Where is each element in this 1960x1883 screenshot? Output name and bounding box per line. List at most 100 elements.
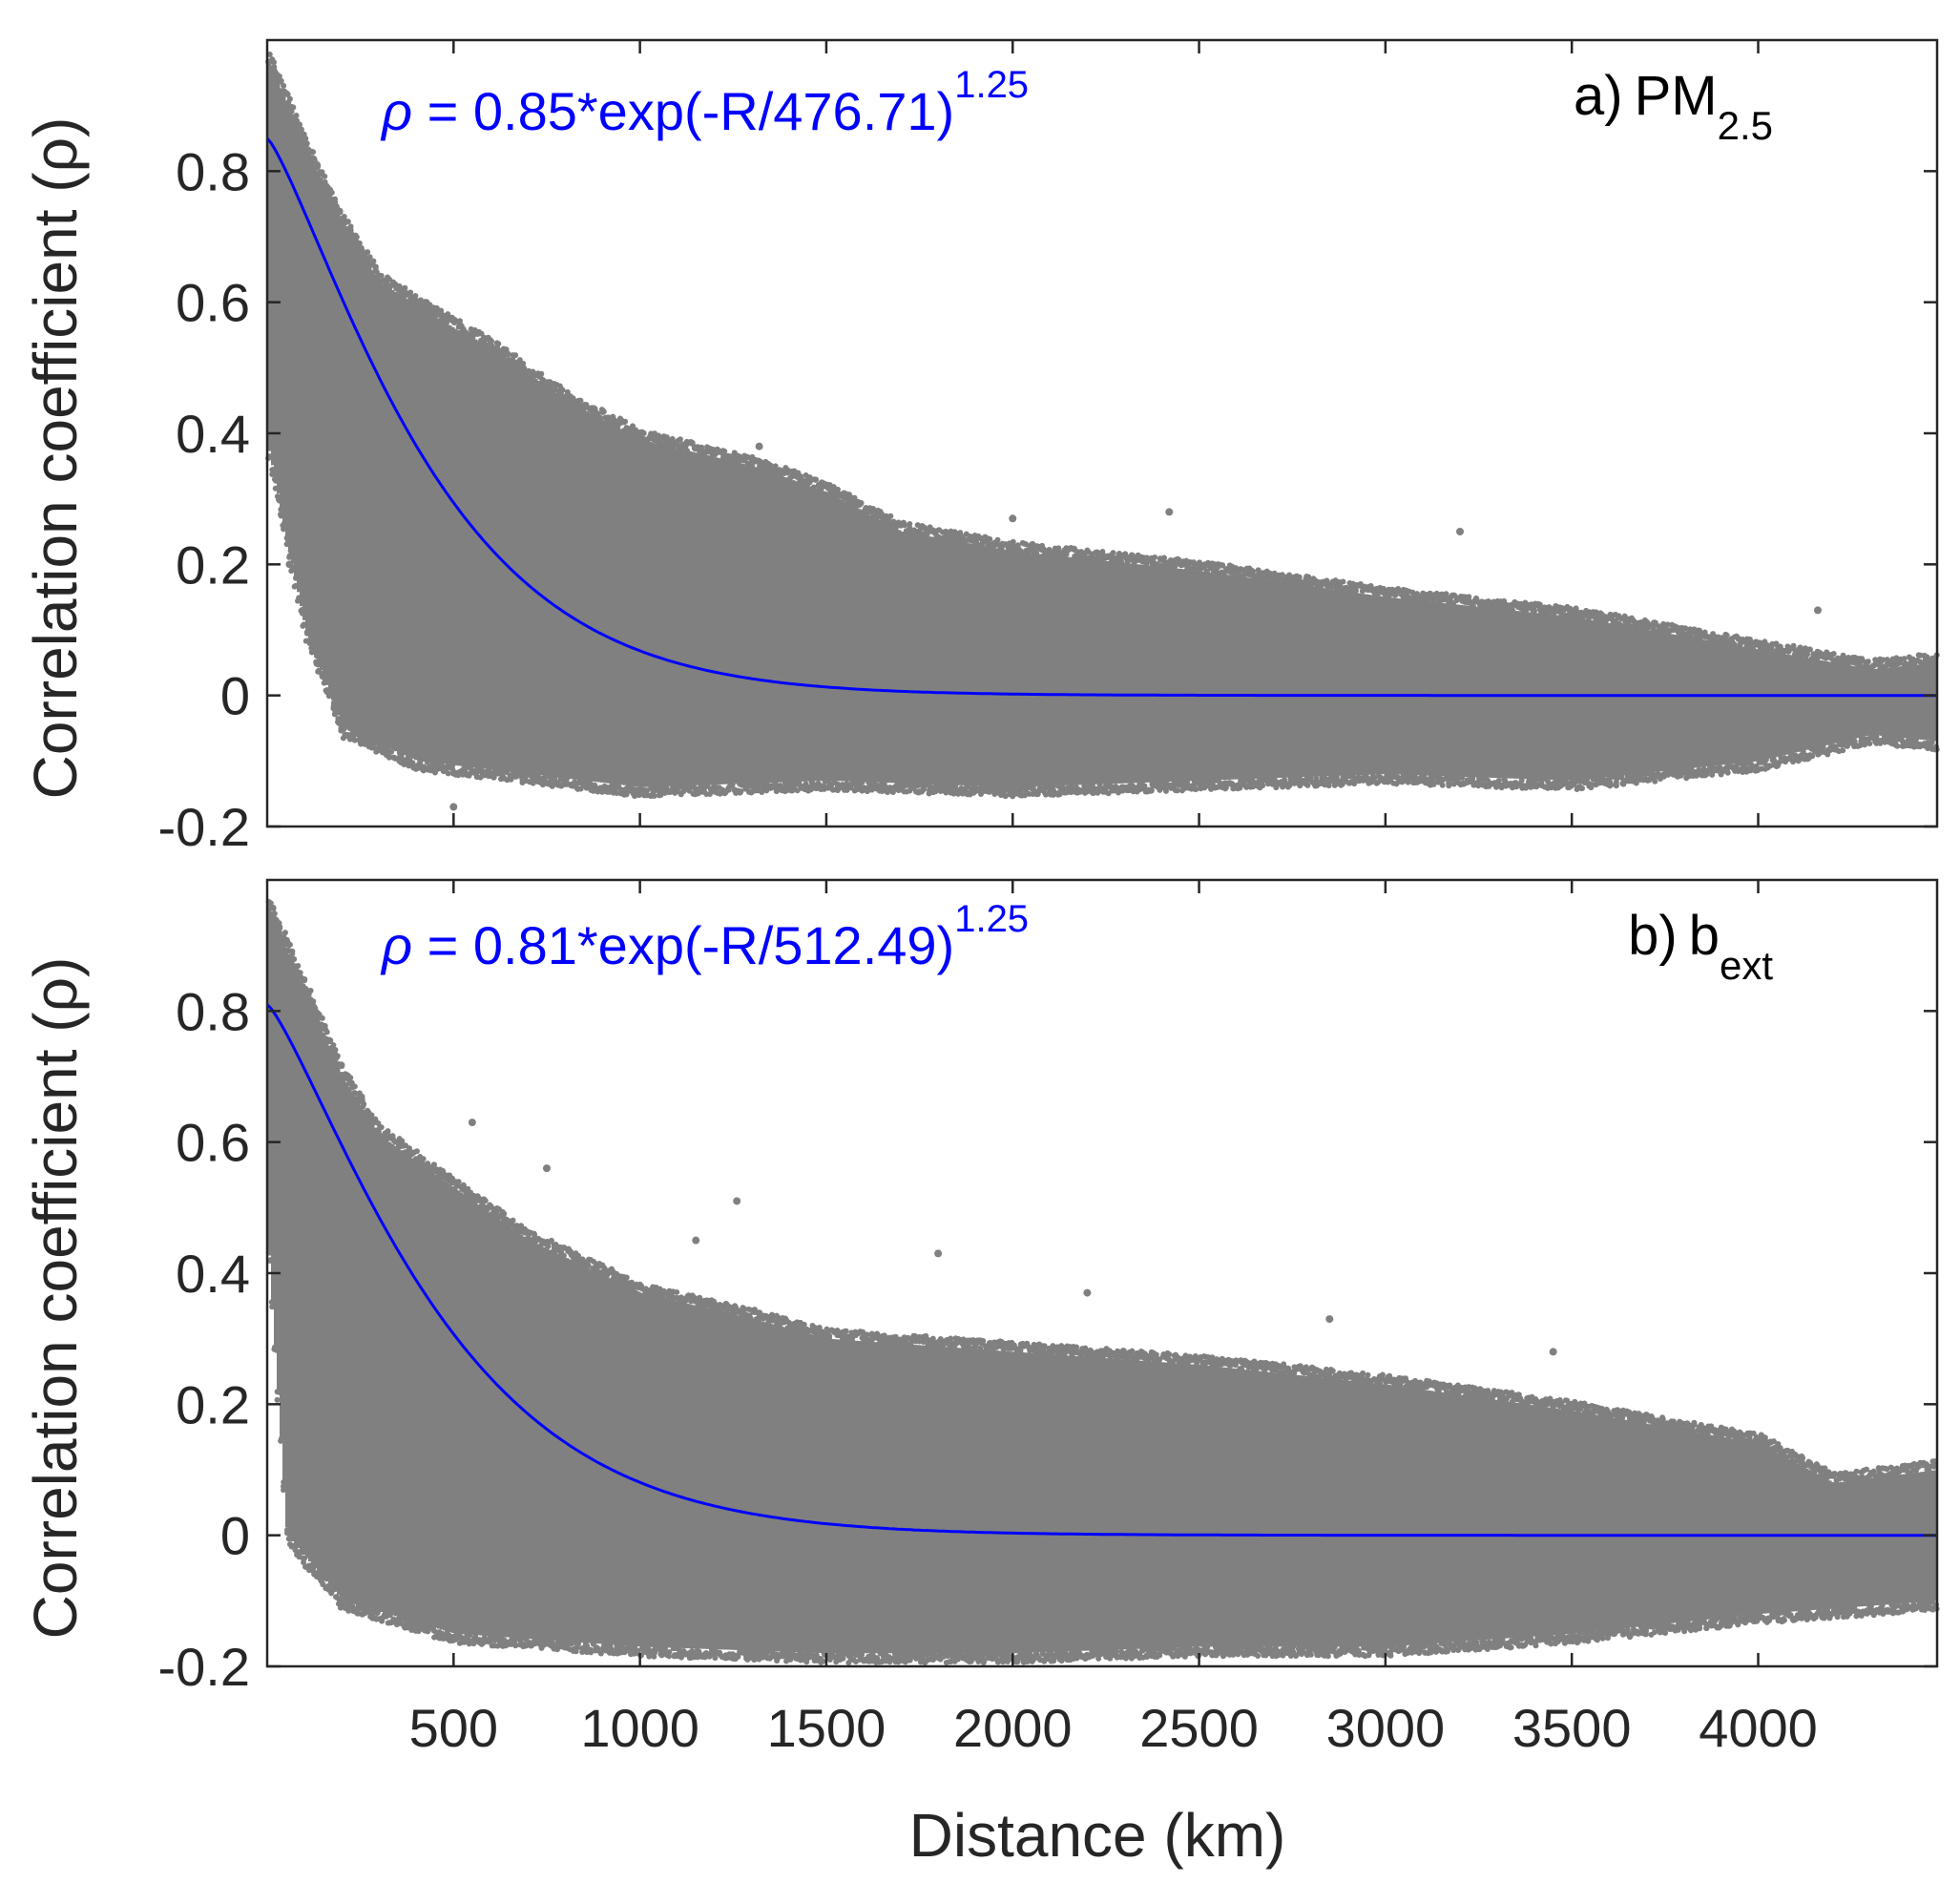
panel-a-scatter-point: [886, 785, 893, 791]
panel-a-scatter-column: [1705, 639, 1709, 767]
panel-b-scatter-column: [514, 1230, 518, 1639]
panel-a-scatter-column: [391, 289, 395, 750]
panel-b-scatter-column: [517, 1232, 521, 1639]
panel-a-scatter-column: [1236, 575, 1240, 780]
panel-b-scatter-column: [469, 1198, 472, 1635]
panel-a-scatter-point: [314, 163, 321, 170]
panel-a-scatter-column: [1224, 574, 1228, 781]
panel-b-scatter-column: [532, 1242, 535, 1640]
panel-a-scatter-column: [549, 388, 553, 777]
panel-a-scatter-point: [358, 244, 365, 251]
panel-a-scatter-point: [285, 99, 292, 106]
panel-a-scatter-column: [1482, 607, 1486, 778]
panel-a-scatter-column: [1748, 647, 1752, 763]
panel-a-scatter-column: [1259, 578, 1262, 779]
panel-a-scatter-column: [1181, 569, 1185, 782]
panel-a-scatter-column: [340, 219, 344, 723]
panel-a-scatter-point: [767, 462, 774, 469]
panel-b-scatter-column: [603, 1275, 607, 1644]
panel-a-scatter-point: [570, 395, 576, 402]
panel-a-scatter-column: [600, 418, 604, 783]
panel-a-scatter-column: [460, 331, 464, 766]
panel-a-scatter-point: [1152, 554, 1158, 560]
panel-a-scatter-column: [457, 330, 461, 766]
panel-b-scatter-column: [560, 1255, 564, 1642]
panel-a-scatter-column: [282, 94, 286, 522]
panel-a-scatter-column: [1173, 568, 1177, 782]
panel-a-scatter-column: [1430, 601, 1434, 776]
panel-a-scatter-column: [1428, 601, 1431, 776]
panel-a-scatter-column: [947, 539, 950, 785]
panel-a-scatter-column: [1754, 648, 1758, 762]
panel-a-scatter-column: [1167, 567, 1171, 783]
panel-a-scatter-column: [881, 520, 885, 783]
panel-a-scatter-column: [1883, 667, 1887, 737]
panel-a-scatter-column: [869, 514, 873, 783]
panel-a: -0.200.20.40.60.8 ρ = 0.85*exp(-R/476.71…: [158, 38, 1940, 857]
panel-a-scatter-point: [353, 234, 360, 241]
panel-a-scatter-column: [328, 195, 332, 693]
panel-b-scatter-column: [534, 1243, 538, 1640]
panel-a-scatter-point: [600, 408, 607, 414]
panel-a-scatter-point: [481, 769, 488, 776]
panel-a-scatter-column: [1871, 669, 1875, 735]
panel-a-scatter-point: [271, 476, 278, 483]
panel-b-scatter-column: [483, 1208, 487, 1636]
panel-a-scatter-column: [909, 533, 913, 784]
panel-a-scatter-column: [343, 224, 346, 729]
panel-a-scatter-column: [1634, 627, 1637, 775]
panel-a-scatter-column: [927, 535, 930, 785]
panel-a-scatter-point: [386, 752, 392, 759]
panel-a-scatter-column: [1708, 640, 1712, 766]
panel-b-scatter-column: [377, 1132, 381, 1612]
panel-a-scatter-point: [308, 148, 315, 155]
panel-a-scatter-column: [489, 346, 492, 770]
panel-b-scatter-column: [474, 1202, 478, 1636]
panel-a-scatter-column: [898, 530, 902, 784]
panel-a-scatter-column: [1419, 600, 1423, 776]
panel-a-scatter-point: [378, 272, 385, 279]
panel-b-scatter-column: [543, 1246, 547, 1641]
panel-a-scatter-column: [574, 405, 578, 780]
panel-b-scatter-column: [420, 1163, 424, 1624]
panel-a-scatter-column: [1891, 667, 1895, 738]
panel-a-scatter-column: [1639, 628, 1643, 774]
panel-a-scatter-column: [838, 498, 842, 782]
panel-a-scatter-column: [1923, 663, 1927, 741]
panel-a-scatter-column: [706, 455, 710, 785]
panel-a-scatter-point: [672, 789, 678, 796]
panel-a-scatter-column: [835, 496, 839, 782]
panel-a-scatter-column: [932, 536, 936, 785]
panel-b-scatter-column: [268, 908, 272, 1256]
panel-a-scatter-column: [686, 450, 690, 786]
panel-a-scatter-point: [597, 414, 604, 421]
panel-b-scatter-column: [460, 1192, 464, 1635]
panel-a-scatter-column: [672, 447, 676, 786]
panel-b-scatter-column: [486, 1210, 490, 1637]
panel-a-scatter-column: [1124, 562, 1128, 784]
panel-a-scatter-point: [1459, 775, 1466, 782]
panel-a-scatter-column: [758, 468, 761, 784]
panel-a-scatter-column: [411, 302, 415, 760]
panel-a-scatter-column: [1468, 605, 1471, 778]
panel-a-scatter-column: [1662, 632, 1666, 771]
panel-a-scatter-column: [703, 454, 707, 785]
panel-a-scatter-column: [649, 442, 653, 787]
panel-a-scatter-column: [798, 482, 802, 782]
panel-a-scatter-column: [1765, 650, 1769, 760]
panel-a-scatter-point: [288, 568, 295, 575]
panel-a-scatter-point: [812, 476, 819, 483]
panel-a-scatter-column: [1233, 575, 1237, 780]
panel-a-scatter-column: [1834, 662, 1838, 743]
panel-b-scatter-column: [491, 1214, 495, 1637]
panel-a-scatter-column: [669, 446, 673, 786]
panel-b-scatter-point: [351, 1083, 358, 1090]
panel-a-scatter-column: [374, 274, 378, 743]
panel-a-scatter-column: [829, 493, 833, 782]
panel-a-scatter-column: [1602, 621, 1606, 778]
panel-a-scatter-column: [1402, 598, 1406, 775]
panel-a-scatter-column: [1917, 664, 1921, 740]
panel-a-scatter-point: [1894, 743, 1901, 749]
panel-a-scatter-column: [1287, 583, 1291, 778]
panel-a-scatter-column: [824, 491, 827, 782]
